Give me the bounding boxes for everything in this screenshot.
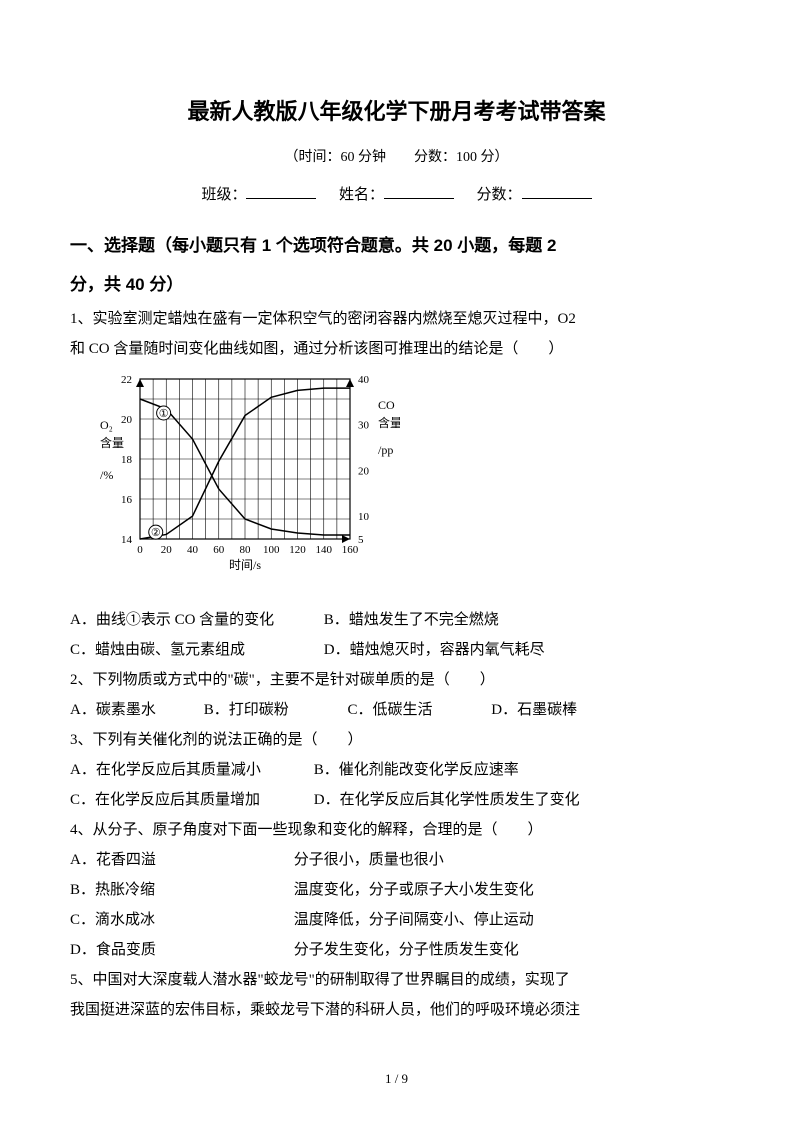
svg-text:含量: 含量 [378,415,400,430]
exam-meta: （时间：60 分钟 分数：100 分） [70,144,723,172]
page-number: 1 / 9 [0,1066,793,1092]
q1-opt-a: A．曲线①表示 CO 含量的变化 [70,605,320,635]
q4-ce: 温度降低，分子间隔变小、停止运动 [294,905,534,935]
q2-opts: A．碳素墨水 B．打印碳粉 C．低碳生活 D．石墨碳棒 [70,695,723,725]
svg-text:/pp: /pp [378,443,393,457]
svg-text:140: 140 [316,544,333,556]
q1-opt-b: B．蜡烛发生了不完全燃烧 [324,605,499,635]
svg-text:0: 0 [137,544,143,556]
svg-text:CO: CO [378,398,395,412]
svg-text:5: 5 [358,534,364,546]
q4-ae: 分子很小，质量也很小 [294,845,444,875]
q1-opt-c: C．蜡烛由碳、氢元素组成 [70,635,320,665]
q4-b-row: B．热胀冷缩 温度变化，分子或原子大小发生变化 [70,875,723,905]
chart-svg: 0 20 40 60 80 100 120 140 160 时间/s 14 16 18 20 22 O₂ 含量 /… [90,369,400,589]
score-label: 分数： [477,187,522,203]
svg-text:10: 10 [358,511,370,523]
q3-d: D．在化学反应后其化学性质发生了变化 [314,785,580,815]
page-title: 最新人教版八年级化学下册月考考试带答案 [70,90,723,134]
svg-text:40: 40 [358,374,370,386]
svg-text:O₂: O₂ [100,418,113,432]
chart-figure: 0 20 40 60 80 100 120 140 160 时间/s 14 16 18 20 22 O₂ 含量 /… [90,369,723,600]
svg-text:含量: 含量 [100,435,124,450]
svg-text:20: 20 [121,414,133,426]
section-line2: 分，共 40 分） [70,275,183,294]
svg-text:时间/s: 时间/s [229,558,261,572]
q2-d: D．石墨碳棒 [491,695,577,725]
svg-text:18: 18 [121,454,133,466]
svg-text:20: 20 [161,544,173,556]
svg-text:160: 160 [342,544,359,556]
svg-text:22: 22 [121,374,132,386]
svg-text:20: 20 [358,466,370,478]
class-blank [246,183,316,199]
q2-b: B．打印碳粉 [204,695,344,725]
fields-row: 班级： 姓名： 分数： [70,180,723,210]
q5-line1: 5、中国对大深度载人潜水器"蛟龙号"的研制取得了世界瞩目的成绩，实现了 [70,965,723,995]
q4-a-row: A．花香四溢 分子很小，质量也很小 [70,845,723,875]
q3-opts-r2: C．在化学反应后其质量增加 D．在化学反应后其化学性质发生了变化 [70,785,723,815]
q3-a: A．在化学反应后其质量减小 [70,755,310,785]
q4-c-row: C．滴水成冰 温度降低，分子间隔变小、停止运动 [70,905,723,935]
q2: 2、下列物质或方式中的"碳"，主要不是针对碳单质的是（ ） [70,665,723,695]
q4: 4、从分子、原子角度对下面一些现象和变化的解释，合理的是（ ） [70,815,723,845]
q4-be: 温度变化，分子或原子大小发生变化 [294,875,534,905]
score-blank [522,183,592,199]
svg-text:/%: /% [100,468,113,482]
svg-text:100: 100 [263,544,280,556]
q3: 3、下列有关催化剂的说法正确的是（ ） [70,725,723,755]
q4-d: D．食品变质 [70,935,290,965]
q4-b: B．热胀冷缩 [70,875,290,905]
svg-text:40: 40 [187,544,199,556]
q1-line2: 和 CO 含量随时间变化曲线如图，通过分析该图可推理出的结论是（ ） [70,334,723,364]
q3-opts-r1: A．在化学反应后其质量减小 B．催化剂能改变化学反应速率 [70,755,723,785]
svg-text:16: 16 [121,494,133,506]
q2-c: C．低碳生活 [348,695,488,725]
q4-d-row: D．食品变质 分子发生变化，分子性质发生变化 [70,935,723,965]
q1-line1: 1、实验室测定蜡烛在盛有一定体积空气的密闭容器内燃烧至熄灭过程中，O2 [70,304,723,334]
q4-c: C．滴水成冰 [70,905,290,935]
q3-c: C．在化学反应后其质量增加 [70,785,310,815]
svg-text:②: ② [151,527,161,539]
name-blank [384,183,454,199]
q4-de: 分子发生变化，分子性质发生变化 [294,935,519,965]
name-label: 姓名： [339,187,384,203]
class-label: 班级： [201,187,246,203]
svg-text:80: 80 [240,544,252,556]
svg-text:①: ① [159,408,169,420]
section-heading: 一、选择题（每小题只有 1 个选项符合题意。共 20 小题，每题 2 分，共 4… [70,226,723,304]
q1-opt-d: D．蜡烛熄灭时，容器内氧气耗尽 [324,635,545,665]
q3-b: B．催化剂能改变化学反应速率 [314,755,519,785]
q2-a: A．碳素墨水 [70,695,200,725]
section-line1: 一、选择题（每小题只有 1 个选项符合题意。共 20 小题，每题 2 [70,236,556,255]
q4-a: A．花香四溢 [70,845,290,875]
q1-opts-row2: C．蜡烛由碳、氢元素组成 D．蜡烛熄灭时，容器内氧气耗尽 [70,635,723,665]
q5-line2: 我国挺进深蓝的宏伟目标，乘蛟龙号下潜的科研人员，他们的呼吸环境必须注 [70,995,723,1025]
q1-opts-row1: A．曲线①表示 CO 含量的变化 B．蜡烛发生了不完全燃烧 [70,605,723,635]
svg-text:60: 60 [213,544,225,556]
svg-text:120: 120 [289,544,306,556]
svg-text:14: 14 [121,534,133,546]
svg-text:30: 30 [358,420,370,432]
